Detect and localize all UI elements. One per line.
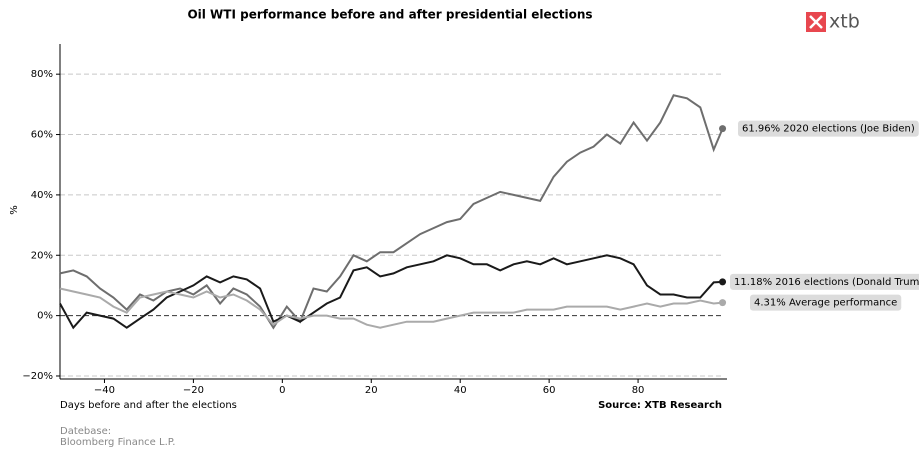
x-tick-label: 0	[279, 385, 285, 396]
logo-cross	[809, 15, 823, 29]
x-tick-label: −20	[183, 385, 204, 396]
series-line	[59, 94, 724, 330]
x-tick-label: 80	[632, 385, 645, 396]
label-box	[750, 294, 902, 311]
y-tick-label: 80%	[31, 69, 53, 80]
end-point	[719, 125, 727, 133]
y-tick-label: 0%	[37, 311, 53, 322]
footnote: Bloomberg Finance L.P.	[60, 437, 175, 448]
label-box	[730, 273, 919, 290]
series-line	[59, 254, 723, 330]
x-tick-label: 20	[365, 385, 378, 396]
source: Source: XTB Research	[598, 400, 722, 411]
y-axis-label: %	[9, 205, 20, 215]
y-tick-label: 60%	[31, 130, 53, 141]
x-axis-label: Days before and after the elections	[60, 400, 237, 411]
end-label: 61.96% 2020 elections (Joe Biden)	[742, 124, 915, 135]
end-label: 4.31% Average performance	[754, 298, 897, 309]
series-line	[59, 287, 723, 329]
y-tick-label: −20%	[22, 371, 53, 382]
x-tick-label: 60	[543, 385, 556, 396]
chart-title: Oil WTI performance before and after pre…	[187, 8, 592, 22]
y-tick-label: 40%	[31, 190, 53, 201]
end-point	[719, 299, 727, 307]
end-point	[719, 278, 727, 286]
y-tick-label: 20%	[31, 250, 53, 261]
logo-text: xtb	[829, 11, 860, 33]
x-tick-label: 40	[454, 385, 467, 396]
footnote: Datebase:	[60, 426, 111, 437]
end-label: 11.18% 2016 elections (Donald Trump)	[734, 277, 919, 288]
label-box	[738, 120, 919, 137]
x-tick-label: −40	[94, 385, 115, 396]
